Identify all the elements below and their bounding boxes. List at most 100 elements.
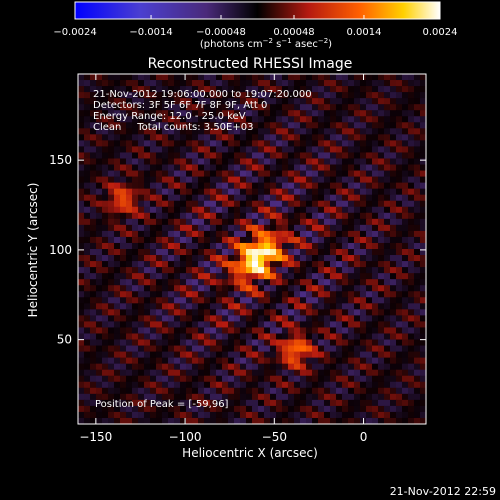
heatmap-cell (330, 303, 337, 310)
heatmap-cell (78, 351, 85, 359)
heatmap-cell (264, 255, 271, 262)
heatmap-cell (414, 176, 421, 184)
heatmap-cell (198, 176, 205, 184)
heatmap-cell (354, 212, 361, 220)
heatmap-cell (294, 261, 301, 268)
heatmap-cell (330, 152, 337, 160)
heatmap-cell (306, 339, 313, 347)
heatmap-cell (390, 98, 397, 105)
heatmap-cell (78, 291, 85, 298)
heatmap-cell (378, 212, 385, 220)
heatmap-cell (192, 194, 199, 202)
heatmap-cell (162, 393, 169, 401)
heatmap-cell (228, 273, 235, 280)
heatmap-cell (228, 116, 235, 123)
heatmap-cell (408, 110, 415, 117)
heatmap-cell (300, 261, 307, 268)
heatmap-cell (204, 188, 211, 196)
heatmap-cell (300, 242, 307, 250)
heatmap-cell (348, 92, 355, 99)
heatmap-cell (354, 146, 361, 154)
heatmap-cell (360, 411, 367, 419)
heatmap-cell (168, 146, 175, 154)
heatmap-cell (402, 242, 409, 250)
heatmap-cell (252, 417, 259, 424)
heatmap-cell (378, 236, 385, 244)
heatmap-cell (84, 92, 91, 99)
heatmap-cell (132, 375, 139, 383)
heatmap-cell (318, 309, 325, 316)
heatmap-cell (150, 297, 157, 304)
heatmap-cell (378, 104, 385, 111)
heatmap-cell (306, 291, 313, 298)
heatmap-cell (222, 273, 229, 280)
heatmap-cell (270, 381, 277, 389)
heatmap-cell (300, 255, 307, 262)
heatmap-cell (210, 333, 217, 341)
heatmap-cell (126, 399, 133, 407)
heatmap-cell (408, 158, 415, 166)
heatmap-cell (252, 309, 259, 316)
heatmap-cell (234, 279, 241, 286)
heatmap-cell (294, 152, 301, 160)
heatmap-cell (306, 387, 313, 395)
heatmap-cell (348, 140, 355, 148)
heatmap-cell (108, 267, 115, 274)
heatmap-cell (366, 405, 373, 413)
heatmap-cell (306, 381, 313, 389)
heatmap-cell (102, 158, 109, 166)
heatmap-cell (204, 104, 211, 111)
heatmap-cell (240, 230, 247, 238)
heatmap-cell (414, 417, 421, 424)
heatmap-cell (294, 399, 301, 407)
heatmap-cell (390, 411, 397, 419)
heatmap-cell (300, 333, 307, 341)
heatmap-cell (162, 122, 169, 129)
heatmap-cell (204, 369, 211, 377)
heatmap-cell (324, 327, 331, 335)
heatmap-cell (90, 188, 97, 196)
heatmap-cell (252, 261, 259, 268)
heatmap-cell (414, 194, 421, 202)
heatmap-cell (276, 375, 283, 383)
heatmap-cell (330, 116, 337, 123)
heatmap-cell (276, 273, 283, 280)
heatmap-cell (300, 309, 307, 316)
heatmap-cell (252, 152, 259, 160)
heatmap-cell (78, 399, 85, 407)
heatmap-cell (162, 417, 169, 424)
heatmap-cell (222, 381, 229, 389)
heatmap-cell (138, 411, 145, 419)
heatmap-cell (180, 315, 187, 323)
heatmap-cell (132, 158, 139, 166)
heatmap-cell (96, 212, 103, 220)
heatmap-cell (270, 116, 277, 123)
heatmap-cell (318, 387, 325, 395)
heatmap-cell (102, 327, 109, 335)
heatmap-cell (396, 399, 403, 407)
heatmap-cell (138, 327, 145, 335)
heatmap-cell (144, 417, 151, 424)
heatmap-cell (234, 393, 241, 401)
heatmap-cell (408, 399, 415, 407)
heatmap-cell (408, 188, 415, 196)
heatmap-cell (252, 80, 259, 87)
heatmap-cell (126, 212, 133, 220)
heatmap-cell (120, 236, 127, 244)
heatmap-cell (216, 321, 223, 329)
heatmap-cell (276, 321, 283, 329)
heatmap-cell (342, 140, 349, 148)
heatmap-cell (348, 86, 355, 93)
heatmap-cell (306, 309, 313, 316)
heatmap-cell (84, 128, 91, 135)
heatmap-cell (186, 291, 193, 298)
heatmap-cell (132, 393, 139, 401)
heatmap-cell (234, 309, 241, 316)
heatmap-cell (228, 134, 235, 141)
heatmap-cell (408, 255, 415, 262)
heatmap-cell (108, 98, 115, 105)
heatmap-cell (360, 236, 367, 244)
heatmap-cell (306, 224, 313, 232)
heatmap-cell (162, 116, 169, 123)
colorbar-ticks: −0.0024 −0.0014 −0.00048 0.00048 0.0014 0.002… (53, 15, 458, 38)
